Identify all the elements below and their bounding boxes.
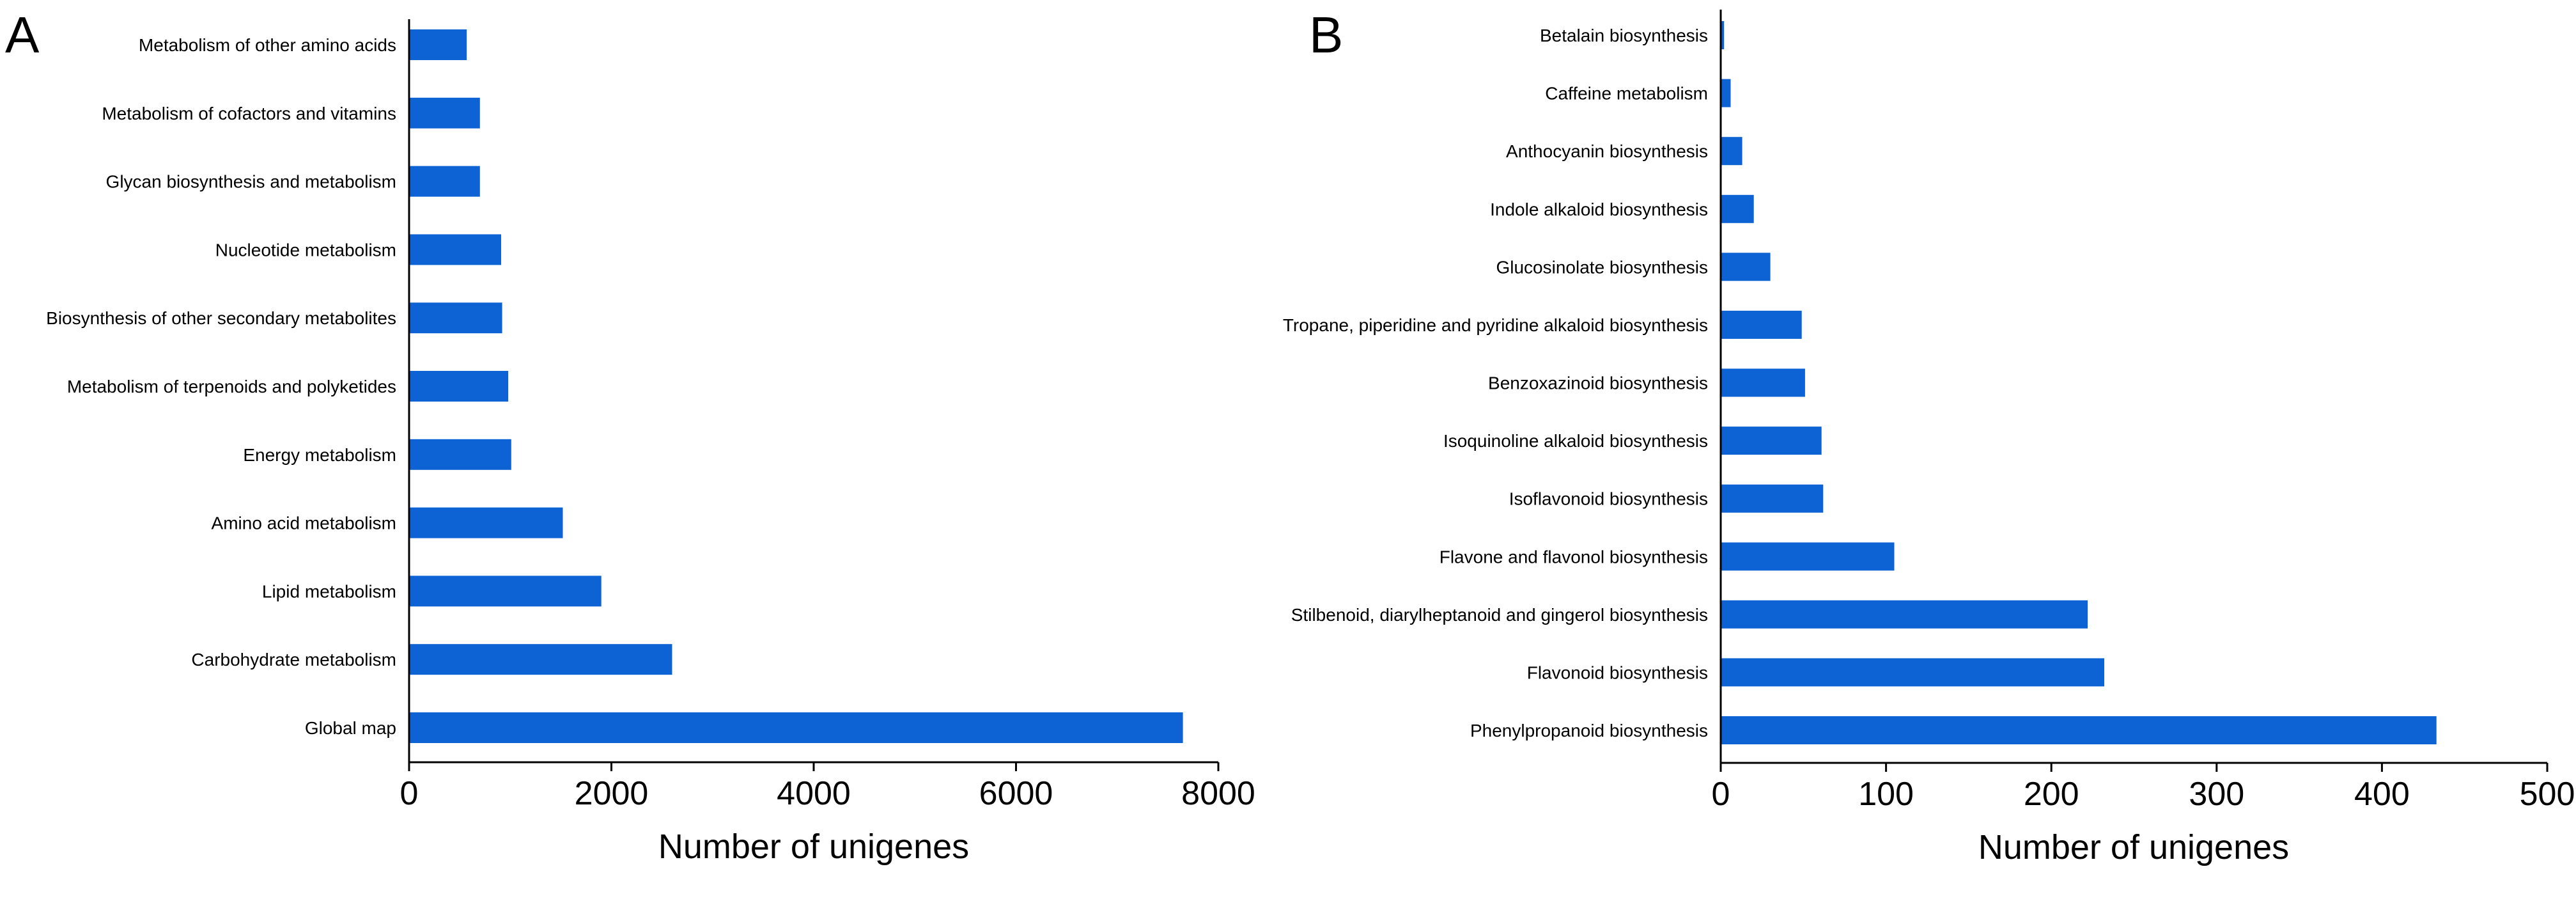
category-label-b-13: Phenylpropanoid biosynthesis	[1470, 721, 1708, 740]
bar-b-13	[1721, 716, 2437, 744]
category-label-b-7: Benzoxazinoid biosynthesis	[1488, 373, 1708, 393]
x-tick-label-a-4: 6000	[979, 775, 1053, 812]
category-label-a-10: Carbohydrate metabolism	[191, 650, 396, 670]
category-label-b-2: Caffeine metabolism	[1545, 84, 1708, 104]
category-label-b-3: Anthocyanin biosynthesis	[1506, 141, 1708, 161]
bar-a-10	[409, 644, 672, 675]
bar-b-11	[1721, 600, 2088, 629]
category-label-a-11: Global map	[305, 718, 396, 738]
x-tick-label-b-4: 300	[2189, 776, 2244, 813]
panel-a: A Metabolism of other amino acids Metabol…	[5, 6, 1255, 866]
x-tick-label-b-5: 400	[2354, 776, 2410, 813]
bar-a-11	[409, 712, 1183, 743]
category-label-a-5: Biosynthesis of other secondary metaboli…	[46, 308, 396, 328]
category-label-a-9: Lipid metabolism	[262, 581, 396, 601]
category-label-b-1: Betalain biosynthesis	[1540, 26, 1708, 45]
bar-a-6	[409, 371, 509, 402]
bar-a-2	[409, 97, 480, 129]
bar-a-9	[409, 576, 601, 607]
x-tick-label-a-2: 2000	[575, 775, 649, 812]
bar-b-1	[1721, 21, 1725, 49]
category-label-b-5: Glucosinolate biosynthesis	[1496, 257, 1708, 277]
category-label-a-1: Metabolism of other amino acids	[139, 35, 396, 55]
bar-a-7	[409, 439, 511, 470]
x-axis-title-a: Number of unigenes	[658, 827, 969, 866]
x-tick-label-a-3: 4000	[777, 775, 851, 812]
panel-a-label: A	[5, 6, 40, 63]
panel-b-label: B	[1309, 6, 1343, 63]
x-tick-label-b-1: 0	[1712, 776, 1730, 813]
bar-b-3	[1721, 137, 1742, 166]
x-axis-title-b: Number of unigenes	[1978, 828, 2289, 866]
category-label-a-7: Energy metabolism	[243, 445, 396, 465]
category-label-a-6: Metabolism of terpenoids and polyketides	[67, 377, 396, 396]
bar-b-9	[1721, 484, 1824, 513]
x-tick-label-a-1: 0	[400, 775, 419, 812]
category-label-a-3: Glycan biosynthesis and metabolism	[106, 172, 396, 192]
bar-b-7	[1721, 368, 1805, 397]
category-label-b-12: Flavonoid biosynthesis	[1527, 662, 1708, 682]
bar-a-1	[409, 29, 467, 60]
bar-b-6	[1721, 310, 1802, 339]
bar-a-8	[409, 507, 563, 538]
category-label-a-2: Metabolism of cofactors and vitamins	[102, 104, 396, 123]
category-label-a-4: Nucleotide metabolism	[215, 240, 396, 260]
category-label-b-8: Isoquinoline alkaloid biosynthesis	[1443, 431, 1708, 451]
bar-b-2	[1721, 79, 1731, 107]
panel-b: B Betalain biosynthesis Caffeine metaboli…	[1283, 6, 2575, 866]
category-label-b-11: Stilbenoid, diarylheptanoid and gingerol…	[1291, 605, 1708, 625]
bar-b-12	[1721, 658, 2104, 687]
category-label-b-6: Tropane, piperidine and pyridine alkaloi…	[1283, 315, 1708, 335]
x-tick-label-b-2: 100	[1858, 776, 1914, 813]
bar-b-8	[1721, 427, 1822, 455]
x-tick-label-a-5: 8000	[1181, 775, 1255, 812]
bar-a-3	[409, 166, 480, 197]
category-label-b-10: Flavone and flavonol biosynthesis	[1439, 547, 1708, 567]
x-tick-label-b-3: 200	[2024, 776, 2079, 813]
bar-b-4	[1721, 194, 1754, 223]
category-label-b-9: Isoflavonoid biosynthesis	[1509, 489, 1708, 509]
bar-a-4	[409, 234, 501, 265]
bar-b-5	[1721, 253, 1771, 281]
x-tick-label-b-6: 500	[2520, 776, 2575, 813]
category-label-b-4: Indole alkaloid biosynthesis	[1490, 200, 1708, 219]
category-label-a-8: Amino acid metabolism	[212, 513, 396, 533]
bar-b-10	[1721, 542, 1895, 571]
bar-a-5	[409, 302, 502, 334]
